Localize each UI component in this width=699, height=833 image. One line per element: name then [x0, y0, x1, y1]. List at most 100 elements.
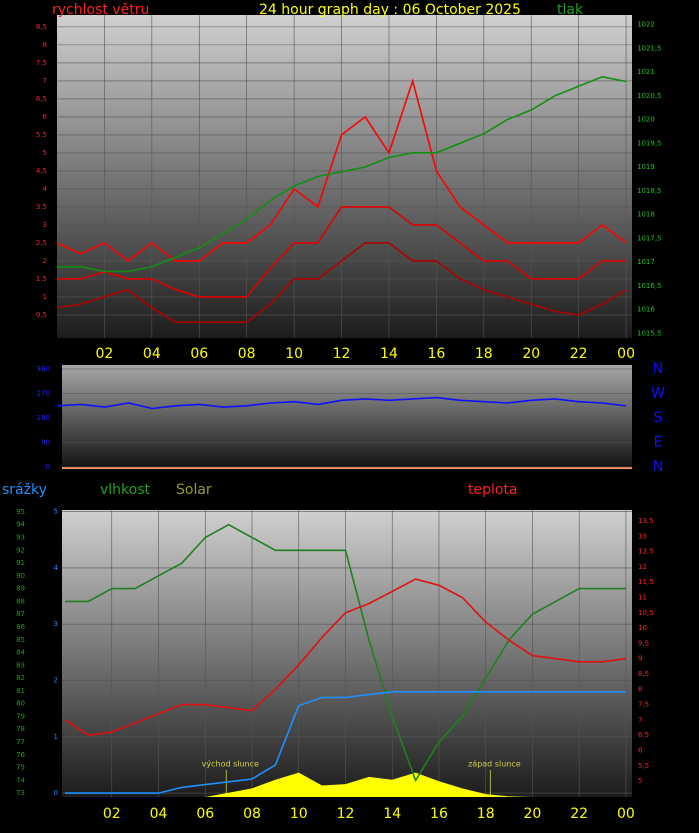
line — [56, 242, 627, 323]
tick-label: 1019 — [637, 163, 655, 171]
x-tick-label: 10 — [290, 806, 308, 822]
tick-label: 3 — [43, 221, 47, 229]
x-tick-label: 22 — [570, 346, 588, 362]
tick-label: 8 — [638, 685, 642, 693]
tick-label: 90 — [16, 572, 25, 580]
tick-label: 8,5 — [638, 670, 649, 678]
tick-label: 77 — [16, 738, 25, 746]
tick-label: 1019,5 — [637, 139, 662, 147]
y-axis-label: rychlost větru — [52, 2, 149, 18]
tick-label: 10 — [638, 624, 647, 632]
tick-label: 84 — [16, 649, 25, 657]
tick-label: 10,5 — [638, 609, 654, 617]
tick-label: 78 — [16, 725, 25, 733]
tick-label: 9 — [638, 655, 642, 663]
tick-label: 270 — [37, 390, 50, 398]
tick-label: 5 — [43, 149, 47, 157]
tick-label: 1020 — [637, 116, 655, 124]
tick-label: 2 — [43, 257, 47, 265]
line — [57, 75, 627, 273]
tick-label: 5 — [638, 777, 642, 785]
tick-label: 5,5 — [36, 131, 47, 139]
tick-label: 85 — [16, 636, 25, 644]
x-tick-label: 18 — [477, 806, 495, 822]
tick-label: 6 — [638, 746, 643, 754]
tick-label: 1022 — [637, 21, 655, 29]
tick-label: 2 — [54, 677, 58, 685]
x-tick-label: 18 — [475, 346, 493, 362]
plot-background — [62, 365, 632, 470]
tick-label: 13 — [638, 532, 647, 540]
tick-label: 1 — [54, 733, 58, 741]
tick-label: 8,5 — [36, 23, 47, 31]
x-tick-label: 12 — [337, 806, 355, 822]
tick-label: 86 — [16, 623, 25, 631]
x-tick-label: 08 — [243, 806, 261, 822]
tick-label: 6 — [43, 113, 48, 121]
tick-label: 81 — [16, 687, 25, 695]
tick-label: 9,5 — [638, 639, 649, 647]
tick-label: 180 — [37, 414, 50, 422]
annotation: západ slunce — [468, 760, 521, 769]
x-tick-label: 02 — [96, 346, 114, 362]
tick-label: 95 — [16, 508, 25, 516]
x-tick-label: 14 — [383, 806, 401, 822]
tick-label: 0 — [54, 789, 58, 797]
tick-label: 1017,5 — [637, 234, 662, 242]
x-tick-label: 02 — [103, 806, 121, 822]
line — [57, 396, 627, 410]
tick-label: 1018,5 — [637, 187, 662, 195]
tick-label: 0 — [46, 463, 50, 471]
tick-label: 13,5 — [638, 517, 654, 525]
tick-label: 89 — [16, 585, 25, 593]
x-tick-label: 20 — [524, 806, 542, 822]
tick-label: W — [651, 386, 665, 402]
x-tick-label: 16 — [427, 346, 445, 362]
tick-label: 4,5 — [36, 167, 47, 175]
tick-label: 75 — [16, 764, 25, 772]
tick-label: 1017 — [637, 258, 655, 266]
tick-label: 1 — [43, 293, 47, 301]
tick-label: 7,5 — [36, 59, 47, 67]
tick-label: S — [654, 410, 663, 426]
tick-label: 5 — [54, 508, 58, 516]
tick-label: 76 — [16, 751, 25, 759]
tick-label: 1015,5 — [637, 329, 662, 337]
x-tick-label: 20 — [522, 346, 540, 362]
tick-label: 1020,5 — [637, 92, 662, 100]
x-tick-label: 14 — [380, 346, 398, 362]
tick-label: 90 — [41, 439, 50, 447]
tick-label: 11,5 — [638, 578, 654, 586]
x-tick-label: 10 — [285, 346, 303, 362]
tick-label: 6,5 — [36, 95, 47, 103]
line — [64, 578, 627, 737]
x-tick-label: 16 — [430, 806, 448, 822]
tick-label: E — [654, 435, 663, 451]
tick-label: 1021 — [637, 68, 655, 76]
tick-label: 93 — [16, 533, 25, 541]
x-tick-label: 00 — [617, 806, 635, 822]
line — [65, 691, 626, 794]
tick-label: 94 — [16, 521, 25, 529]
tick-label: N — [653, 459, 663, 475]
rain-label: srážky — [2, 482, 47, 498]
tick-label: 3,5 — [36, 203, 47, 211]
tick-label: 82 — [16, 674, 25, 682]
x-tick-label: 08 — [238, 346, 256, 362]
tick-label: 1016,5 — [637, 282, 662, 290]
tick-label: 2,5 — [36, 239, 47, 247]
tick-label: 7,5 — [638, 701, 649, 709]
x-tick-label: 04 — [143, 346, 161, 362]
tick-label: 83 — [16, 661, 25, 669]
tick-label: 6,5 — [638, 731, 649, 739]
tick-label: 4 — [54, 564, 59, 572]
x-tick-label: 00 — [617, 346, 635, 362]
tick-label: 92 — [16, 546, 25, 554]
tick-label: 1018 — [637, 211, 655, 219]
x-tick-label: 22 — [570, 806, 588, 822]
tick-label: 1021,5 — [637, 44, 662, 52]
tick-label: 360 — [37, 365, 50, 373]
y2-axis-label: tlak — [557, 2, 584, 18]
tick-label: 12,5 — [638, 548, 654, 556]
